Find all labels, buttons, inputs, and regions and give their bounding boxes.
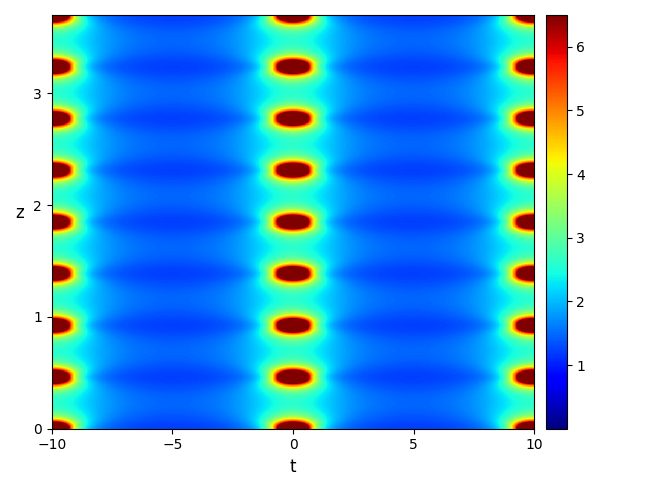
X-axis label: t: t [290, 458, 296, 476]
Y-axis label: z: z [15, 204, 24, 222]
